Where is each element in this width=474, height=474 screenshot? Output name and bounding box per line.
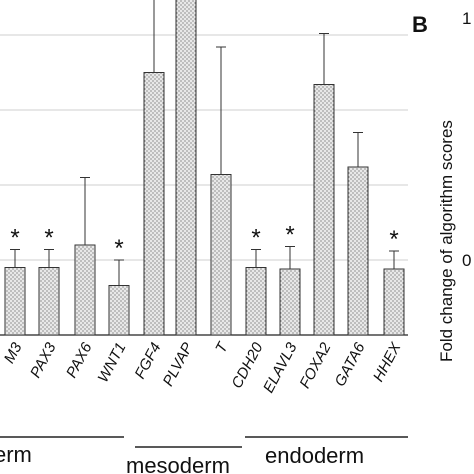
bar: [383, 268, 405, 336]
bar: [313, 84, 335, 336]
bar: [74, 244, 96, 336]
significance-star: *: [10, 225, 19, 252]
bar: [4, 267, 26, 336]
group-label: erm: [0, 442, 32, 467]
bar: [210, 174, 232, 336]
panel-b-y-axis-label: Fold change of algorithm scores: [437, 120, 456, 362]
tick-label: HHEX: [370, 339, 405, 385]
tick-label: T: [212, 338, 232, 356]
germ-layer-groups: erm mesoderm endoderm: [0, 436, 408, 474]
group-label: endoderm: [265, 443, 364, 468]
tick-label: PAX3: [27, 339, 60, 380]
panel-b-tick-top: 1: [462, 9, 471, 28]
tick-label: GATA6: [331, 339, 368, 389]
significance-star: *: [44, 225, 53, 252]
significance-star: *: [114, 235, 123, 262]
tick-label: M3: [1, 339, 26, 366]
bars: [4, 0, 405, 336]
bar: [108, 285, 130, 336]
tick-label: WNT1: [95, 340, 130, 386]
significance-star: *: [389, 226, 398, 253]
error-bars: [10, 0, 399, 286]
significance-star: *: [251, 225, 260, 252]
significance-star: *: [285, 222, 294, 249]
bar: [347, 166, 369, 336]
panel-b-tick-mid: 0: [462, 251, 471, 270]
bar: [245, 267, 267, 336]
tick-label: CDH20: [228, 339, 266, 391]
group-label: mesoderm: [126, 453, 230, 474]
tick-label: FOXA2: [296, 339, 334, 391]
tick-label: PAX6: [63, 339, 96, 380]
tick-label: FGF4: [132, 340, 165, 382]
panel-b-label: B: [412, 12, 428, 37]
bar: [175, 0, 197, 336]
bar: [279, 268, 301, 336]
tick-label: PLVAP: [160, 340, 197, 389]
bar: [38, 267, 60, 336]
significance-markers: *******: [10, 222, 398, 263]
bar: [143, 72, 165, 336]
gridlines: [0, 34, 408, 336]
